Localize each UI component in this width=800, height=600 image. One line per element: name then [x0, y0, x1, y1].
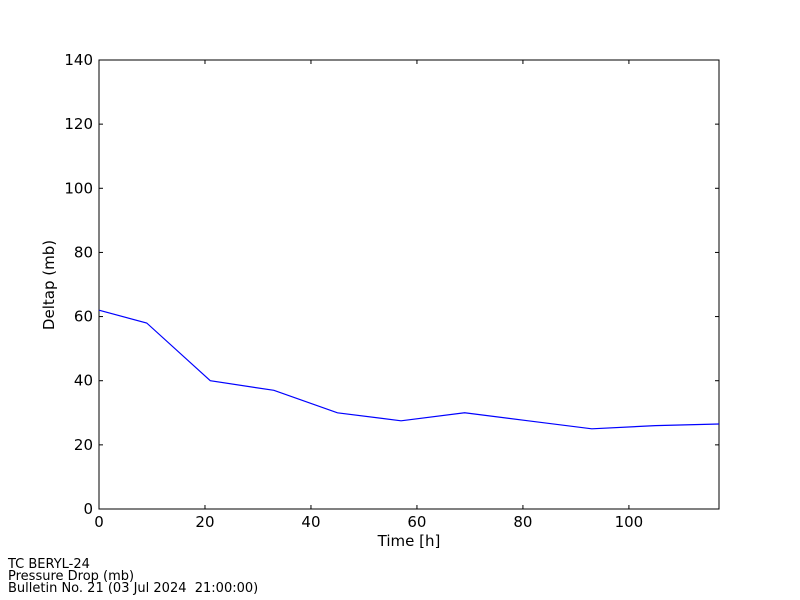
- x-axis-label: Time [h]: [377, 532, 441, 550]
- y-tick-label: 140: [64, 51, 93, 69]
- labels: Time [h] Deltap (mb): [40, 240, 440, 550]
- footer-subtitle: Pressure Drop (mb): [8, 569, 135, 584]
- x-tick-label: 80: [513, 513, 532, 531]
- y-tick-label: 100: [64, 179, 93, 197]
- y-tick-label: 40: [74, 372, 93, 390]
- series-layer: [98, 309, 720, 430]
- x-tick-label: 0: [94, 513, 104, 531]
- footer-title: TC BERYL-24: [8, 557, 90, 572]
- y-tick-label: 0: [83, 500, 93, 518]
- y-tick-label: 60: [74, 308, 93, 326]
- x-tick-label: 40: [301, 513, 320, 531]
- footer-bulletin: Bulletin No. 21 (03 Jul 2024 21:00:00): [8, 581, 259, 596]
- series-line: [98, 309, 720, 430]
- axes: 0 20 40 60 80 100 0 20 40 60 80 100 120 140: [64, 51, 720, 531]
- y-axis-label: Deltap (mb): [40, 240, 58, 330]
- x-tick-label: 100: [615, 513, 644, 531]
- y-tick-label: 80: [74, 243, 93, 261]
- x-tick-label: 60: [407, 513, 426, 531]
- plot-frame: [98, 59, 720, 510]
- y-tick-label: 20: [74, 436, 93, 454]
- y-tick-label: 120: [64, 115, 93, 133]
- x-tick-label: 20: [195, 513, 214, 531]
